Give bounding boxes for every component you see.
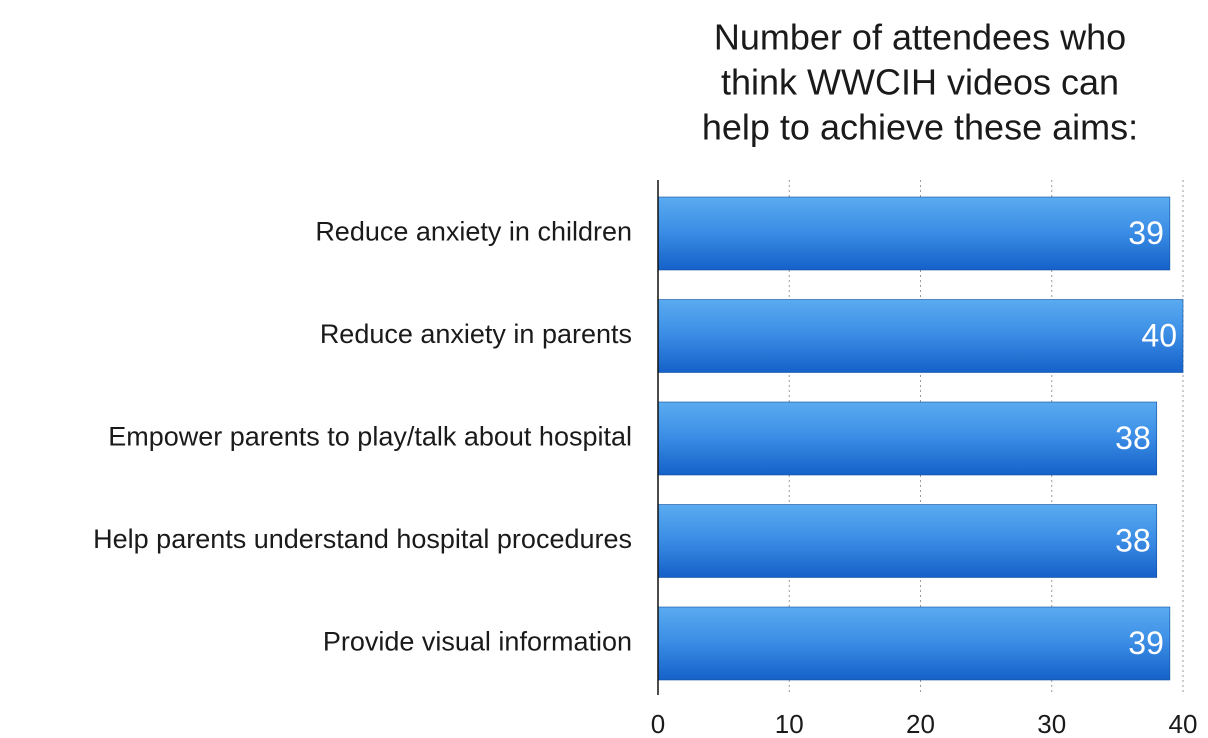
x-tick-label: 40 <box>1169 709 1198 738</box>
bars: Reduce anxiety in children 39 Reduce anxie… <box>93 196 1184 681</box>
category-label: Reduce anxiety in children <box>315 217 632 247</box>
category-label: Provide visual information <box>323 627 632 657</box>
bar <box>657 401 1158 476</box>
chart-title-line: help to achieve these aims: <box>702 107 1138 148</box>
data-label: 39 <box>1128 215 1164 251</box>
bar <box>657 504 1158 578</box>
data-label: 40 <box>1141 317 1177 353</box>
bar <box>657 299 1184 373</box>
axis: 0 10 20 30 40 <box>651 180 1198 738</box>
x-tick-label: 0 <box>651 709 665 738</box>
data-label: 38 <box>1115 420 1151 456</box>
x-tick-label: 30 <box>1037 709 1066 738</box>
x-tick-label: 10 <box>775 709 804 738</box>
bar <box>657 196 1171 271</box>
category-label: Empower parents to play/talk about hospi… <box>108 422 632 452</box>
data-label: 38 <box>1115 522 1151 558</box>
category-label: Help parents understand hospital procedu… <box>93 524 632 554</box>
data-label: 39 <box>1128 625 1164 661</box>
chart-title-line: think WWCIH videos can <box>721 62 1119 103</box>
chart-title-line: Number of attendees who <box>714 17 1126 58</box>
x-tick-label: 20 <box>906 709 935 738</box>
bar <box>657 606 1171 681</box>
category-label: Reduce anxiety in parents <box>320 319 632 349</box>
